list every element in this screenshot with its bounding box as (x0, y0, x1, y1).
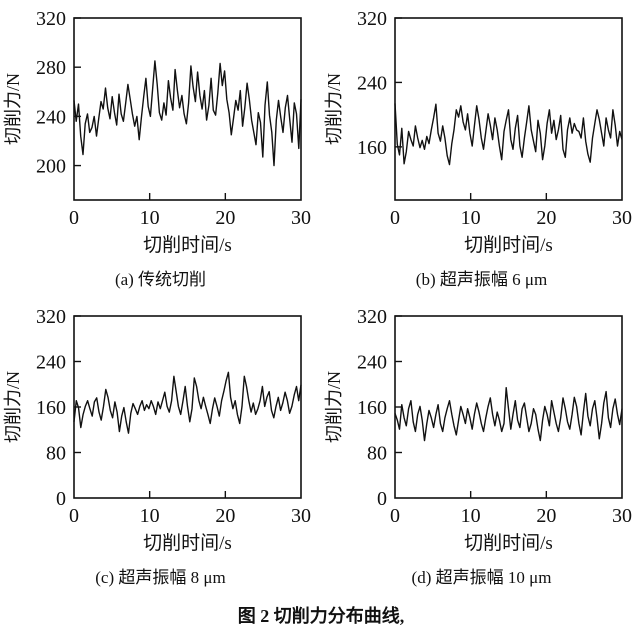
subplot-d-amplitude-10um: 0 80 160 240 320 0 10 20 30 切削力/N 切削时间/s (d) 超声振幅… (321, 302, 642, 588)
subplot-b-amplitude-6um: 160 240 320 0 10 20 30 切削力/N 切削时间/s (b) 超声振幅 6 … (321, 4, 642, 290)
svg-text:30: 30 (612, 505, 632, 527)
subcaption-b: (b) 超声振幅 6 μm (415, 269, 548, 289)
svg-text:320: 320 (357, 306, 387, 328)
x-axis-label: 切削时间/s (143, 533, 232, 555)
svg-text:切削力/N: 切削力/N (324, 371, 344, 443)
svg-text:0: 0 (390, 207, 400, 229)
svg-text:切削力/N: 切削力/N (324, 73, 344, 145)
subplot-a-traditional-cutting: 200 240 280 320 0 10 20 30 切削力/N 切削时间/s (a) 传统切削 (0, 4, 321, 290)
svg-text:160: 160 (357, 397, 387, 419)
subplot-grid: 200 240 280 320 0 10 20 30 切削力/N 切削时间/s (a) 传统切削… (0, 4, 642, 588)
chart-c-amplitude-8um: 0 80 160 240 320 0 10 20 30 切削力/N (3, 306, 311, 527)
svg-text:20: 20 (215, 207, 235, 229)
svg-text:240: 240 (36, 352, 66, 374)
svg-text:切削力/N: 切削力/N (3, 371, 23, 443)
svg-text:240: 240 (357, 72, 387, 94)
svg-text:10: 10 (140, 505, 160, 527)
svg-text:30: 30 (612, 207, 632, 229)
svg-text:320: 320 (36, 8, 66, 30)
svg-text:20: 20 (536, 505, 556, 527)
svg-text:30: 30 (291, 505, 311, 527)
svg-text:320: 320 (36, 306, 66, 328)
svg-text:320: 320 (357, 8, 387, 30)
svg-text:切削力/N: 切削力/N (3, 73, 23, 145)
svg-text:20: 20 (536, 207, 556, 229)
svg-text:30: 30 (291, 207, 311, 229)
svg-text:0: 0 (56, 488, 66, 510)
svg-text:80: 80 (367, 443, 387, 465)
svg-text:280: 280 (36, 57, 66, 79)
x-axis-label: 切削时间/s (464, 533, 553, 555)
subcaption-a: (a) 传统切削 (114, 269, 207, 289)
figure-caption: 图 2 切削力分布曲线, (237, 606, 405, 627)
svg-text:160: 160 (36, 397, 66, 419)
svg-text:0: 0 (377, 488, 387, 510)
svg-text:0: 0 (69, 505, 79, 527)
svg-text:240: 240 (36, 106, 66, 128)
svg-text:160: 160 (357, 137, 387, 159)
svg-text:200: 200 (36, 156, 66, 178)
svg-text:10: 10 (140, 207, 160, 229)
chart-d-amplitude-10um: 0 80 160 240 320 0 10 20 30 切削力/N (324, 306, 632, 527)
subcaption-d: (d) 超声振幅 10 μm (411, 567, 552, 587)
svg-text:10: 10 (461, 505, 481, 527)
svg-text:240: 240 (357, 352, 387, 374)
svg-text:0: 0 (390, 505, 400, 527)
figure-2: 200 240 280 320 0 10 20 30 切削力/N 切削时间/s (a) 传统切削… (0, 4, 642, 627)
chart-a-traditional-cutting: 200 240 280 320 0 10 20 30 切削力/N (3, 8, 311, 229)
svg-text:20: 20 (215, 505, 235, 527)
svg-text:80: 80 (46, 443, 66, 465)
subplot-c-amplitude-8um: 0 80 160 240 320 0 10 20 30 切削力/N 切削时间/s (c) 超声振幅… (0, 302, 321, 588)
x-axis-label: 切削时间/s (143, 235, 232, 256)
subcaption-c: (c) 超声振幅 8 μm (95, 567, 226, 587)
svg-text:0: 0 (69, 207, 79, 229)
svg-text:10: 10 (461, 207, 481, 229)
x-axis-label: 切削时间/s (464, 235, 553, 256)
chart-b-amplitude-6um: 160 240 320 0 10 20 30 切削力/N (324, 8, 632, 229)
